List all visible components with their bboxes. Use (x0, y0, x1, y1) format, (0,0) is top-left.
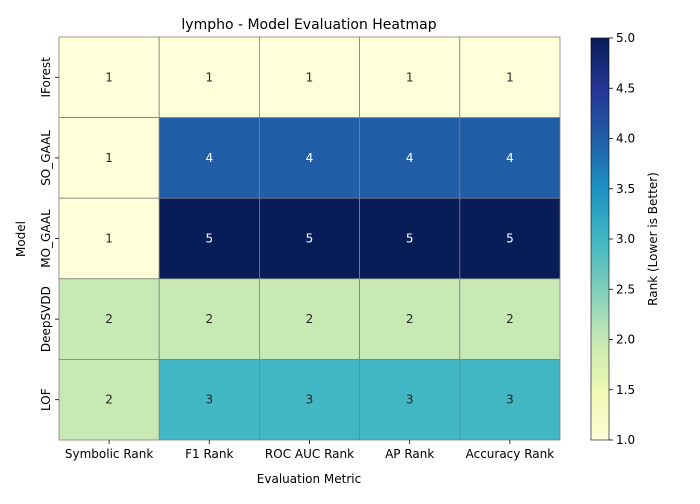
cell-value-label: 2 (105, 393, 113, 407)
cell-value-label: 5 (506, 232, 514, 246)
heatmap-cell (459, 117, 561, 199)
y-axis-label: Model (14, 221, 28, 257)
cell-value-label: 2 (506, 312, 514, 326)
cell-value-label: 1 (506, 70, 514, 84)
colorbar-tick-label: 1.5 (616, 383, 635, 397)
cell-value-label: 1 (406, 70, 414, 84)
colorbar-label: Rank (Lower is Better) (646, 172, 660, 306)
x-tick-labels: Symbolic Rank F1 Rank ROC AUC Rank AP Rank A… (65, 440, 554, 461)
y-tick-label: LOF (39, 388, 53, 411)
heatmap-cell (258, 117, 360, 199)
cell-value-label: 4 (306, 151, 314, 165)
cell-value-label: 1 (306, 70, 314, 84)
heatmap-cell (158, 117, 260, 199)
y-tick-labels: IForest SO_GAAL MO_GAAL DeepSVDD LOF (39, 57, 59, 411)
x-axis-label: Evaluation Metric (257, 472, 361, 486)
y-tick-label: MO_GAAL (39, 209, 53, 268)
cell-value-label: 2 (406, 312, 414, 326)
heatmap-cell (459, 278, 561, 360)
chart-title: lympho - Model Evaluation Heatmap (181, 17, 436, 33)
colorbar-tick-label: 4.0 (616, 132, 635, 146)
cell-value-label: 5 (306, 232, 314, 246)
cell-value-label: 3 (205, 393, 213, 407)
cell-value-label: 5 (205, 232, 213, 246)
heatmap-cell (359, 358, 461, 441)
heatmap-cell (58, 358, 160, 441)
colorbar-tick-label: 4.5 (616, 81, 635, 95)
colorbar-tick-label: 3.0 (616, 232, 635, 246)
cell-value-label: 2 (105, 312, 113, 326)
heatmap-cell (58, 278, 160, 360)
colorbar-tick-label: 5.0 (616, 31, 635, 45)
heatmap-cell (158, 358, 260, 441)
heatmap-cell (459, 358, 561, 441)
cell-value-label: 1 (105, 70, 113, 84)
heatmap-cell (258, 358, 360, 441)
cell-value-label: 2 (205, 312, 213, 326)
cell-value-label: 4 (406, 151, 414, 165)
cell-value-label: 3 (506, 393, 514, 407)
cell-value-label: 3 (406, 393, 414, 407)
cell-value-label: 4 (506, 151, 514, 165)
y-tick-label: SO_GAAL (39, 130, 53, 186)
heatmap-cell (359, 117, 461, 199)
heatmap-cell (359, 278, 461, 360)
colorbar-tick-label: 2.0 (616, 333, 635, 347)
cell-value-label: 1 (205, 70, 213, 84)
cell-value-label: 3 (306, 393, 314, 407)
cell-value-label: 5 (406, 232, 414, 246)
colorbar-tick-label: 1.0 (616, 433, 635, 447)
heatmap-cell (359, 197, 461, 280)
y-tick-label: DeepSVDD (39, 286, 53, 352)
cell-value-label: 1 (105, 151, 113, 165)
x-tick-label: Symbolic Rank (65, 447, 153, 461)
heatmap-cell (58, 36, 160, 118)
x-tick-label: F1 Rank (185, 447, 233, 461)
cell-value-label: 1 (105, 232, 113, 246)
colorbar-tick-label: 3.5 (616, 182, 635, 196)
x-tick-label: AP Rank (385, 447, 434, 461)
heatmap-cell (359, 36, 461, 118)
colorbar-tick-label: 2.5 (616, 282, 635, 296)
cell-value-label: 2 (306, 312, 314, 326)
colorbar-ticks: 1.0 1.5 2.0 2.5 3.0 3.5 4.0 4.5 5.0 (590, 31, 635, 447)
cell-value-label: 4 (205, 151, 213, 165)
heatmap-cell (158, 278, 260, 360)
x-tick-label: ROC AUC Rank (265, 447, 354, 461)
heatmap-cell (158, 36, 260, 118)
heatmap-cell (258, 197, 360, 280)
colorbar (591, 38, 609, 440)
heatmap-cell (258, 36, 360, 118)
heatmap-cells: 1 1 1 1 1 1 4 4 4 4 1 5 5 5 5 2 2 2 2 2 2 3 3 3 3 (58, 36, 561, 441)
heatmap-cell (258, 278, 360, 360)
heatmap-cell (459, 197, 561, 280)
x-tick-label: Accuracy Rank (466, 447, 555, 461)
heatmap-cell (158, 197, 260, 280)
y-tick-label: IForest (39, 57, 53, 98)
